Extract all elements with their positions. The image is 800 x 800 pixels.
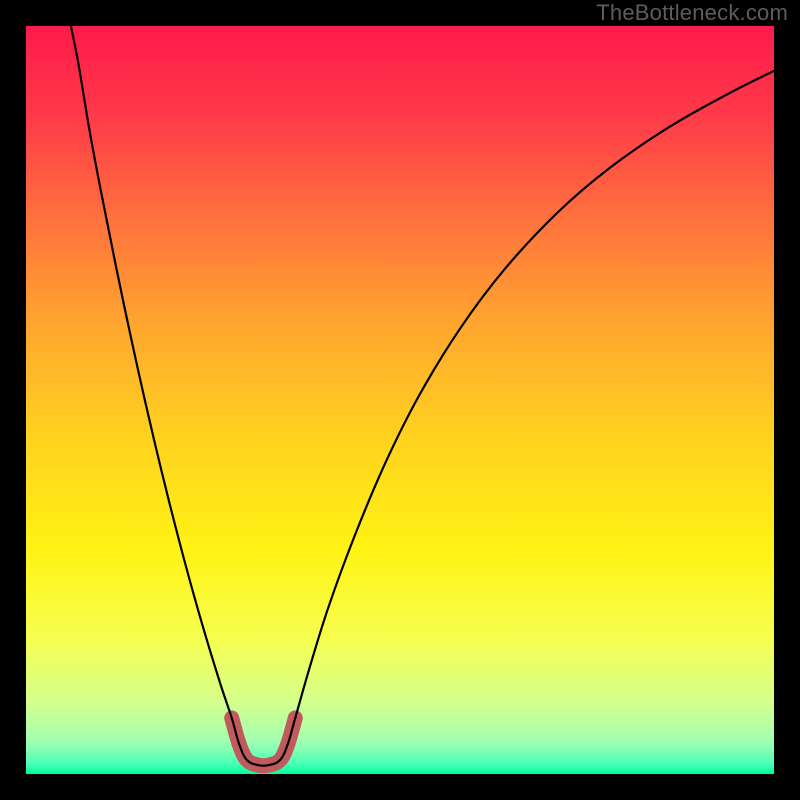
- plot-area: [26, 26, 774, 774]
- main-curve: [71, 26, 774, 766]
- curve-layer: [26, 26, 774, 774]
- watermark-text: TheBottleneck.com: [596, 0, 788, 26]
- highlight-curve: [232, 718, 296, 766]
